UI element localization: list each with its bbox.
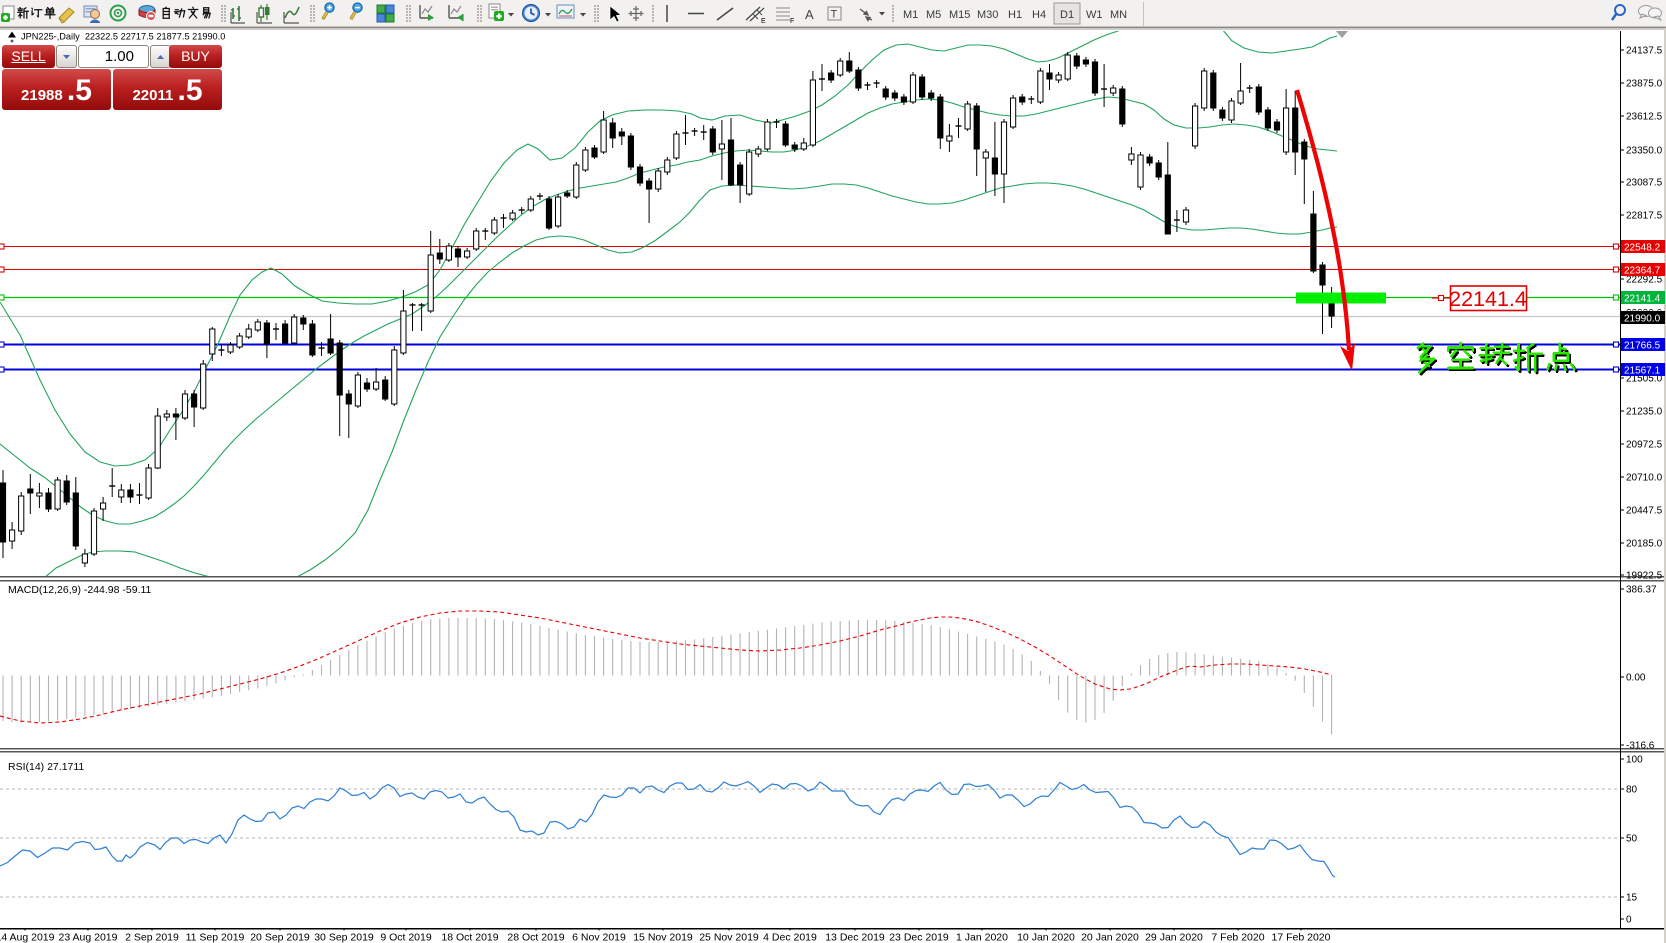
svg-text:4 Dec 2019: 4 Dec 2019 bbox=[763, 932, 817, 943]
svg-text:50: 50 bbox=[1626, 834, 1638, 845]
svg-text:17 Feb 2020: 17 Feb 2020 bbox=[1272, 932, 1331, 943]
svg-text:23875.0: 23875.0 bbox=[1626, 79, 1663, 90]
svg-text:F: F bbox=[790, 18, 794, 25]
svg-text:E: E bbox=[761, 18, 766, 25]
svg-text:MACD(12,26,9) -244.98 -59.11: MACD(12,26,9) -244.98 -59.11 bbox=[8, 584, 152, 596]
svg-text:23350.0: 23350.0 bbox=[1626, 146, 1663, 157]
svg-text:13 Dec 2019: 13 Dec 2019 bbox=[825, 932, 885, 943]
svg-text:M5: M5 bbox=[926, 9, 941, 21]
svg-text:9 Oct 2019: 9 Oct 2019 bbox=[380, 932, 432, 943]
svg-text:0: 0 bbox=[1626, 915, 1632, 926]
svg-text:25 Nov 2019: 25 Nov 2019 bbox=[699, 932, 759, 943]
svg-text:15 Nov 2019: 15 Nov 2019 bbox=[633, 932, 693, 943]
svg-text:386.37: 386.37 bbox=[1626, 585, 1657, 596]
svg-text:21766.5: 21766.5 bbox=[1624, 341, 1661, 352]
svg-text:20185.0: 20185.0 bbox=[1626, 539, 1663, 550]
svg-text:24137.5: 24137.5 bbox=[1626, 46, 1663, 57]
svg-text:2 Sep 2019: 2 Sep 2019 bbox=[125, 932, 179, 943]
svg-text:20447.5: 20447.5 bbox=[1626, 506, 1663, 517]
svg-text:20 Jan 2020: 20 Jan 2020 bbox=[1081, 932, 1139, 943]
svg-text:22292.5: 22292.5 bbox=[1626, 275, 1663, 286]
svg-text:MN: MN bbox=[1110, 9, 1127, 21]
svg-text:M15: M15 bbox=[949, 9, 970, 21]
svg-text:D1: D1 bbox=[1060, 9, 1074, 21]
svg-text:22364.7: 22364.7 bbox=[1624, 266, 1661, 277]
svg-text:14 Aug 2019: 14 Aug 2019 bbox=[0, 932, 55, 943]
svg-text:22548.2: 22548.2 bbox=[1624, 243, 1661, 254]
svg-text:W1: W1 bbox=[1086, 9, 1103, 21]
svg-text:10 Jan 2020: 10 Jan 2020 bbox=[1017, 932, 1075, 943]
svg-text:23612.5: 23612.5 bbox=[1626, 112, 1663, 123]
svg-text:JPN225-,Daily 22322.5 22717.5: JPN225-,Daily 22322.5 22717.5 21877.5 21… bbox=[21, 32, 225, 42]
svg-text:28 Oct 2019: 28 Oct 2019 bbox=[507, 932, 564, 943]
svg-text:20 Sep 2019: 20 Sep 2019 bbox=[250, 932, 310, 943]
svg-text:23087.5: 23087.5 bbox=[1626, 178, 1663, 189]
svg-text:100: 100 bbox=[1626, 755, 1643, 766]
svg-text:6 Nov 2019: 6 Nov 2019 bbox=[572, 932, 626, 943]
svg-text:T: T bbox=[831, 9, 838, 21]
svg-text:M30: M30 bbox=[977, 9, 998, 21]
svg-text:M1: M1 bbox=[903, 9, 918, 21]
svg-text:29 Jan 2020: 29 Jan 2020 bbox=[1145, 932, 1203, 943]
svg-text:A: A bbox=[805, 7, 814, 22]
svg-text:23 Aug 2019: 23 Aug 2019 bbox=[59, 932, 118, 943]
svg-text:RSI(14) 27.1711: RSI(14) 27.1711 bbox=[8, 761, 84, 773]
svg-text:19922.5: 19922.5 bbox=[1626, 571, 1663, 582]
svg-text:18 Oct 2019: 18 Oct 2019 bbox=[441, 932, 498, 943]
svg-text:23 Dec 2019: 23 Dec 2019 bbox=[889, 932, 949, 943]
svg-text:H1: H1 bbox=[1008, 9, 1022, 21]
svg-text:11 Sep 2019: 11 Sep 2019 bbox=[186, 932, 245, 943]
svg-text:20710.0: 20710.0 bbox=[1626, 473, 1663, 484]
svg-text:22141.4: 22141.4 bbox=[1449, 287, 1527, 311]
svg-text:1 Jan 2020: 1 Jan 2020 bbox=[956, 932, 1008, 943]
svg-text:21505.0: 21505.0 bbox=[1626, 374, 1663, 385]
svg-text:21990.0: 21990.0 bbox=[1624, 314, 1661, 325]
svg-text:0.00: 0.00 bbox=[1626, 673, 1646, 684]
svg-text:-316.6: -316.6 bbox=[1626, 741, 1655, 752]
svg-text:80: 80 bbox=[1626, 785, 1638, 796]
svg-text:21567.1: 21567.1 bbox=[1624, 366, 1661, 377]
svg-text:20972.5: 20972.5 bbox=[1626, 440, 1663, 451]
svg-text:7 Feb 2020: 7 Feb 2020 bbox=[1211, 932, 1264, 943]
svg-text:22141.4: 22141.4 bbox=[1624, 294, 1661, 305]
svg-text:22030.0: 22030.0 bbox=[1626, 308, 1663, 319]
svg-text:H4: H4 bbox=[1032, 9, 1046, 21]
svg-text:30 Sep 2019: 30 Sep 2019 bbox=[314, 932, 374, 943]
svg-text:22817.5: 22817.5 bbox=[1626, 211, 1663, 222]
svg-text:15: 15 bbox=[1626, 893, 1638, 904]
svg-text:21235.0: 21235.0 bbox=[1626, 407, 1663, 418]
